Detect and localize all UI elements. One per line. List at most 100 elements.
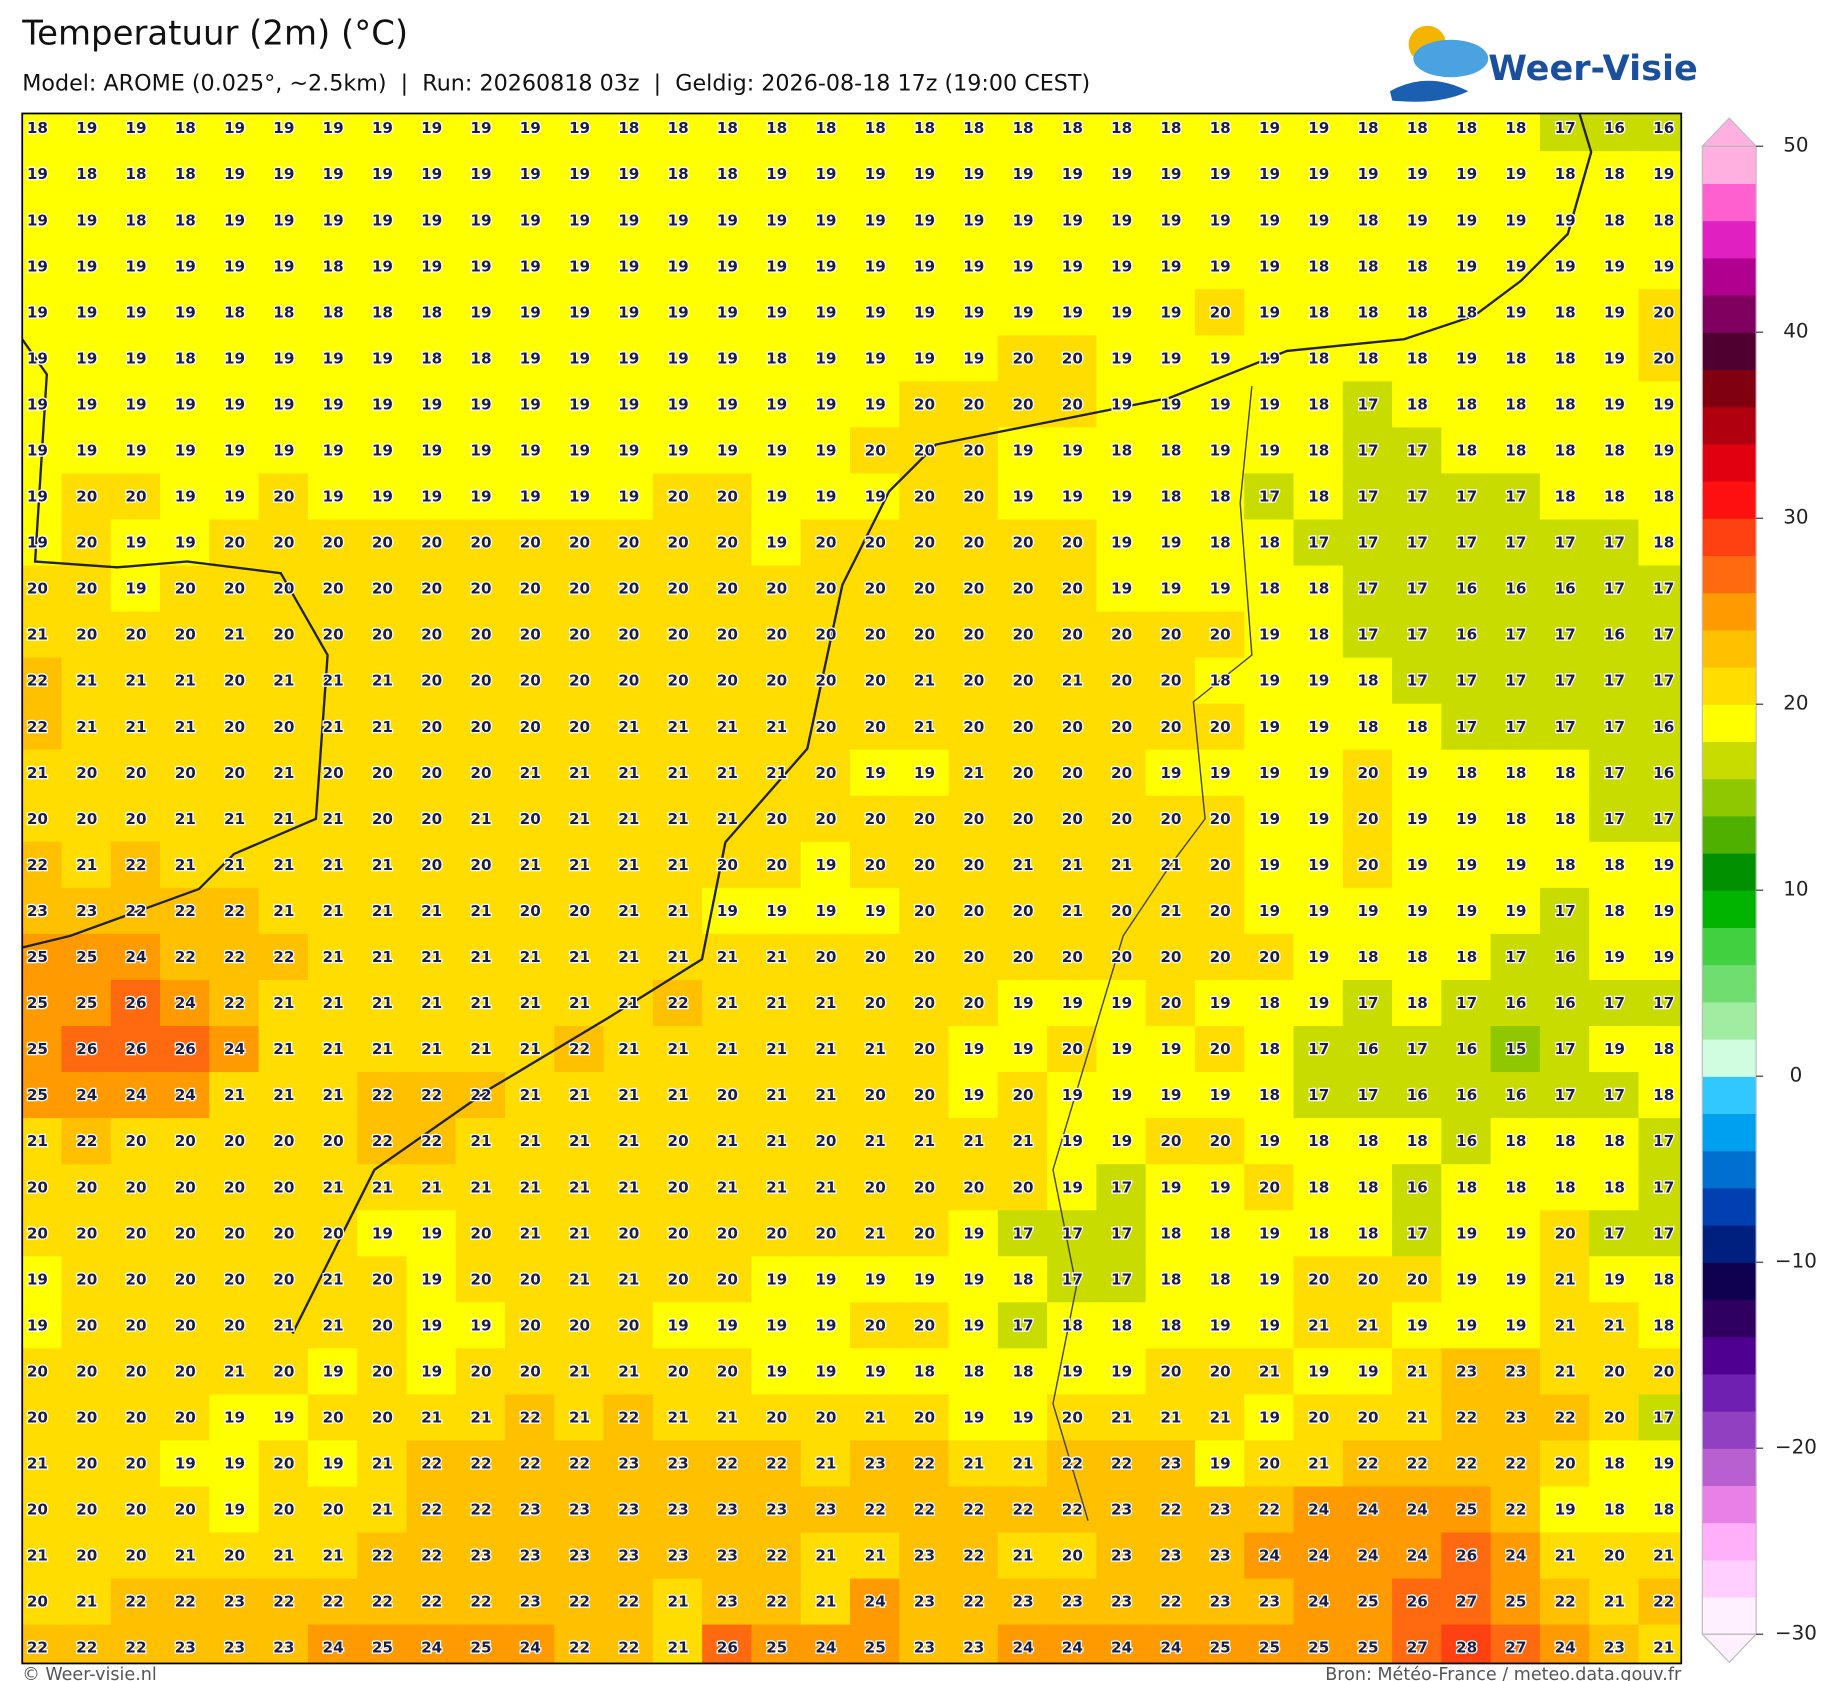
temperature-value: 17 xyxy=(1653,626,1674,644)
temperature-value: 17 xyxy=(1357,580,1378,598)
temperature-cell xyxy=(1293,197,1344,245)
temperature-value: 19 xyxy=(1456,211,1477,229)
temperature-value: 21 xyxy=(372,672,393,690)
temperature-cell xyxy=(751,1118,802,1166)
temperature-cell xyxy=(258,657,310,705)
temperature-value: 19 xyxy=(1653,257,1674,275)
temperature-cell xyxy=(357,1302,408,1350)
temperature-value: 19 xyxy=(766,902,787,920)
temperature-value: 19 xyxy=(618,165,639,183)
temperature-cell xyxy=(258,611,310,659)
temperature-cell xyxy=(800,611,852,659)
temperature-value: 17 xyxy=(1555,626,1576,644)
temperature-cell xyxy=(1194,381,1246,429)
temperature-cell xyxy=(307,933,359,982)
temperature-value: 20 xyxy=(1062,534,1083,552)
temperature-value: 19 xyxy=(1555,257,1576,275)
temperature-value: 22 xyxy=(520,1455,541,1473)
temperature-cell xyxy=(1638,1440,1682,1488)
temperature-value: 22 xyxy=(175,1593,196,1611)
temperature-cell xyxy=(22,1164,63,1212)
temperature-value: 20 xyxy=(273,1362,294,1380)
temperature-cell xyxy=(357,1026,408,1074)
temperature-cell xyxy=(22,749,63,797)
temperature-value: 20 xyxy=(717,534,738,552)
temperature-value: 27 xyxy=(1505,1639,1526,1657)
temperature-value: 24 xyxy=(1012,1639,1033,1657)
temperature-value: 19 xyxy=(27,211,48,229)
temperature-value: 24 xyxy=(1160,1639,1181,1657)
temperature-value: 19 xyxy=(815,303,836,321)
temperature-cell xyxy=(603,565,655,613)
temperature-value: 19 xyxy=(569,303,590,321)
temperature-cell xyxy=(1244,1210,1295,1258)
temperature-value: 18 xyxy=(125,211,146,229)
temperature-cell xyxy=(751,427,802,475)
temperature-value: 20 xyxy=(766,672,787,690)
temperature-value: 19 xyxy=(323,442,344,460)
temperature-cell xyxy=(209,611,260,659)
temperature-value: 20 xyxy=(1062,1409,1083,1427)
temperature-value: 20 xyxy=(618,672,639,690)
temperature-cell xyxy=(1293,1072,1344,1120)
temperature-value: 18 xyxy=(1604,488,1625,506)
temperature-cell xyxy=(455,933,507,982)
temperature-value: 23 xyxy=(1012,1593,1033,1611)
temperature-value: 25 xyxy=(1505,1593,1526,1611)
temperature-cell xyxy=(209,1118,260,1166)
temperature-value: 19 xyxy=(224,211,245,229)
temperature-value: 21 xyxy=(618,994,639,1012)
temperature-cell xyxy=(1589,335,1640,383)
temperature-value: 20 xyxy=(914,902,935,920)
temperature-value: 21 xyxy=(668,764,689,782)
temperature-cell xyxy=(652,151,704,199)
temperature-cell xyxy=(307,243,359,291)
temperature-cell xyxy=(160,1026,211,1074)
temperature-cell xyxy=(948,1256,1000,1304)
temperature-cell xyxy=(110,657,162,705)
temperature-cell xyxy=(209,1164,260,1212)
colorbar-segment xyxy=(1702,332,1757,371)
temperature-value: 19 xyxy=(717,349,738,367)
temperature-value: 23 xyxy=(766,1501,787,1519)
temperature-value: 23 xyxy=(520,1547,541,1565)
temperature-value: 21 xyxy=(470,948,491,966)
temperature-value: 20 xyxy=(76,534,97,552)
temperature-value: 23 xyxy=(569,1547,590,1565)
temperature-cell xyxy=(554,933,605,982)
temperature-value: 18 xyxy=(1505,349,1526,367)
temperature-cell xyxy=(1638,473,1682,521)
temperature-value: 19 xyxy=(470,442,491,460)
temperature-value: 23 xyxy=(618,1501,639,1519)
temperature-cell xyxy=(948,473,1000,521)
temperature-value: 19 xyxy=(1160,1086,1181,1104)
temperature-cell xyxy=(357,1072,408,1120)
temperature-value: 18 xyxy=(1111,119,1132,137)
temperature-cell xyxy=(849,841,901,890)
temperature-value: 18 xyxy=(717,119,738,137)
temperature-value: 19 xyxy=(1111,488,1132,506)
temperature-cell xyxy=(800,749,852,797)
temperature-cell xyxy=(505,1348,556,1396)
temperature-value: 20 xyxy=(224,764,245,782)
temperature-cell xyxy=(209,113,260,153)
temperature-value: 19 xyxy=(963,1040,984,1058)
temperature-value: 19 xyxy=(1505,1270,1526,1288)
temperature-cell xyxy=(61,979,112,1028)
temperature-cell xyxy=(1047,1164,1098,1212)
temperature-cell xyxy=(554,657,605,705)
temperature-value: 18 xyxy=(1505,1132,1526,1150)
temperature-value: 17 xyxy=(1604,810,1625,828)
temperature-value: 21 xyxy=(224,626,245,644)
temperature-cell xyxy=(1145,1440,1197,1488)
temperature-value: 22 xyxy=(224,948,245,966)
temperature-value: 19 xyxy=(865,211,886,229)
temperature-value: 20 xyxy=(27,1593,48,1611)
temperature-value: 19 xyxy=(1604,303,1625,321)
temperature-value: 21 xyxy=(323,856,344,874)
temperature-value: 18 xyxy=(1604,1455,1625,1473)
temperature-value: 19 xyxy=(125,257,146,275)
temperature-cell xyxy=(1293,519,1344,567)
temperature-cell xyxy=(1096,657,1147,705)
temperature-cell xyxy=(406,519,457,567)
